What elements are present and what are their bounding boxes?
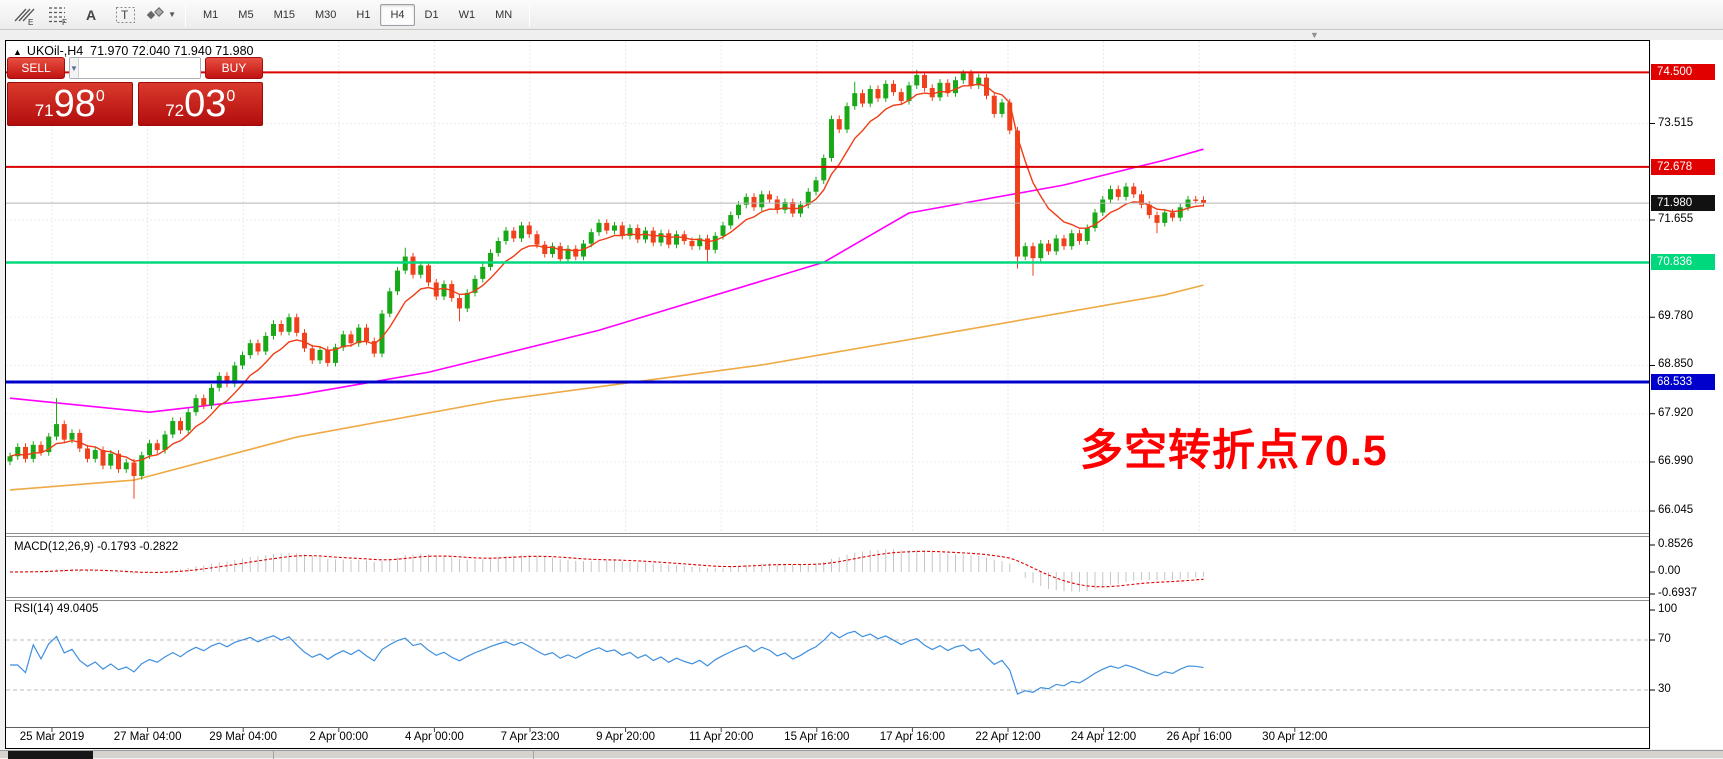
time-axis-label: 11 Apr 20:00 [689, 731, 754, 743]
one-click-trading-panel: SELL ▼ ▲ BUY 71 98 0 72 03 0 [7, 57, 263, 126]
ask-whole: 72 [165, 100, 185, 120]
price-level-badge: 71.980 [1651, 195, 1715, 212]
price-level-badge: 68.533 [1651, 373, 1715, 390]
svg-text:E: E [28, 18, 33, 26]
timeframe-toolbar: M1 M5 M15 M30 H1 H4 D1 W1 MN [193, 3, 522, 26]
price-axis-area [1651, 40, 1723, 749]
price-level-badge: 74.500 [1651, 64, 1715, 81]
symbol-period-label: UKOil-,H4 [26, 44, 84, 58]
time-axis-label: 17 Apr 16:00 [879, 731, 946, 743]
time-axis-label: 9 Apr 20:00 [596, 731, 656, 743]
rsi-indicator-label: RSI(14) 49.0405 [14, 603, 99, 615]
ohlc-quotes-label: 71.970 72.040 71.940 71.980 [90, 44, 254, 58]
fibonacci-retracement-tool-icon[interactable]: F [42, 3, 74, 27]
price-tick-label: 68.850 [1658, 358, 1694, 371]
bid-point: 0 [95, 87, 105, 105]
ask-point: 0 [226, 87, 236, 105]
time-axis-label: 22 Apr 12:00 [975, 731, 1041, 743]
arrows-tool-icon[interactable]: ▼ [144, 3, 176, 27]
ask-pips: 03 [184, 83, 227, 125]
volume-input[interactable] [78, 58, 200, 78]
indicator-tick-label: -0.6937 [1658, 587, 1698, 599]
buy-button[interactable]: BUY [205, 57, 263, 79]
tf-button-w1[interactable]: W1 [458, 8, 476, 21]
time-axis-label: 26 Apr 16:00 [1166, 731, 1232, 743]
time-axis-label: 15 Apr 16:00 [784, 731, 850, 743]
tf-button-m30[interactable]: M30 [314, 8, 337, 21]
price-level-badge: 72.678 [1651, 158, 1715, 175]
chart-symbol-header: ▲ UKOil-,H4 71.970 72.040 71.940 71.980 [13, 44, 254, 58]
tf-button-m5[interactable]: M5 [238, 8, 254, 21]
time-axis-label: 2 Apr 00:00 [309, 731, 369, 743]
time-axis-label: 29 Mar 04:00 [209, 731, 278, 743]
indicator-tick-label: 0.8526 [1658, 538, 1694, 550]
svg-text:F: F [62, 18, 67, 26]
price-tick-label: 66.990 [1658, 454, 1694, 467]
indicator-tick-label: 0.00 [1658, 565, 1681, 577]
text-label-tool-icon[interactable]: T [110, 3, 142, 27]
volume-decrease-icon[interactable]: ▼ [70, 58, 79, 78]
price-level-badge: 70.836 [1651, 254, 1715, 271]
chart-window[interactable] [5, 40, 1650, 749]
time-axis-label: 7 Apr 23:00 [500, 731, 560, 743]
toolbar-substrip [0, 31, 1723, 40]
ask-price-box[interactable]: 72 03 0 [137, 82, 263, 126]
tab-separator [273, 751, 274, 759]
price-tick-label: 66.045 [1658, 503, 1694, 516]
bid-price-box[interactable]: 71 98 0 [7, 82, 133, 126]
svg-text:A: A [86, 7, 96, 23]
tf-button-m1[interactable]: M1 [203, 8, 219, 21]
time-axis-label: 27 Mar 04:00 [113, 731, 182, 743]
toolbar-separator [529, 2, 531, 27]
equidistant-channel-tool-icon[interactable]: E [8, 3, 40, 27]
indicator-tick-label: 30 [1658, 683, 1671, 695]
time-axis-label: 25 Mar 2019 [19, 731, 85, 743]
sell-button[interactable]: SELL [7, 57, 65, 79]
macd-layer [9, 549, 1204, 592]
collapse-panel-icon[interactable]: ▲ [13, 47, 22, 57]
bid-whole: 71 [34, 100, 54, 120]
chart-text-annotation: 多空转折点70.5 [1080, 427, 1388, 475]
time-axis-label: 4 Apr 00:00 [404, 731, 464, 743]
time-axis-label: 30 Apr 12:00 [1262, 731, 1328, 743]
drawing-tools-group: E F A T ▼ [8, 3, 178, 27]
chart-tab-bar [0, 750, 1723, 759]
dropdown-caret-icon: ▼ [168, 10, 176, 19]
indicator-tick-label: 100 [1658, 603, 1678, 615]
price-tick-label: 71.655 [1658, 213, 1694, 225]
time-axis-label: 24 Apr 12:00 [1070, 731, 1137, 743]
rsi-line [10, 630, 1204, 695]
volume-spinner: ▼ ▲ [69, 57, 201, 79]
svg-text:T: T [121, 8, 129, 22]
main-toolbar: E F A T ▼ M1 M5 M15 M30 H1 H4 D1 W1 MN [0, 0, 1723, 30]
price-tick-label: 67.920 [1658, 406, 1694, 419]
tf-button-mn[interactable]: MN [495, 8, 513, 21]
price-tick-label: 69.780 [1658, 310, 1694, 323]
bid-pips: 98 [53, 83, 96, 125]
toolbar-separator [185, 2, 186, 27]
chart-shift-marker-icon[interactable]: ▼ [1310, 30, 1319, 40]
indicator-tick-label: 70 [1658, 633, 1671, 645]
tf-button-m15[interactable]: M15 [273, 8, 295, 21]
text-tool-icon[interactable]: A [76, 3, 108, 27]
macd-indicator-label: MACD(12,26,9) -0.1793 -0.2822 [14, 541, 179, 553]
active-chart-tab[interactable] [8, 751, 93, 759]
tf-button-h4[interactable]: H4 [380, 3, 415, 26]
tab-separator [533, 751, 534, 759]
price-tick-label: 73.515 [1658, 116, 1694, 129]
tf-button-h1[interactable]: H1 [356, 8, 371, 21]
tf-button-d1[interactable]: D1 [424, 8, 439, 21]
